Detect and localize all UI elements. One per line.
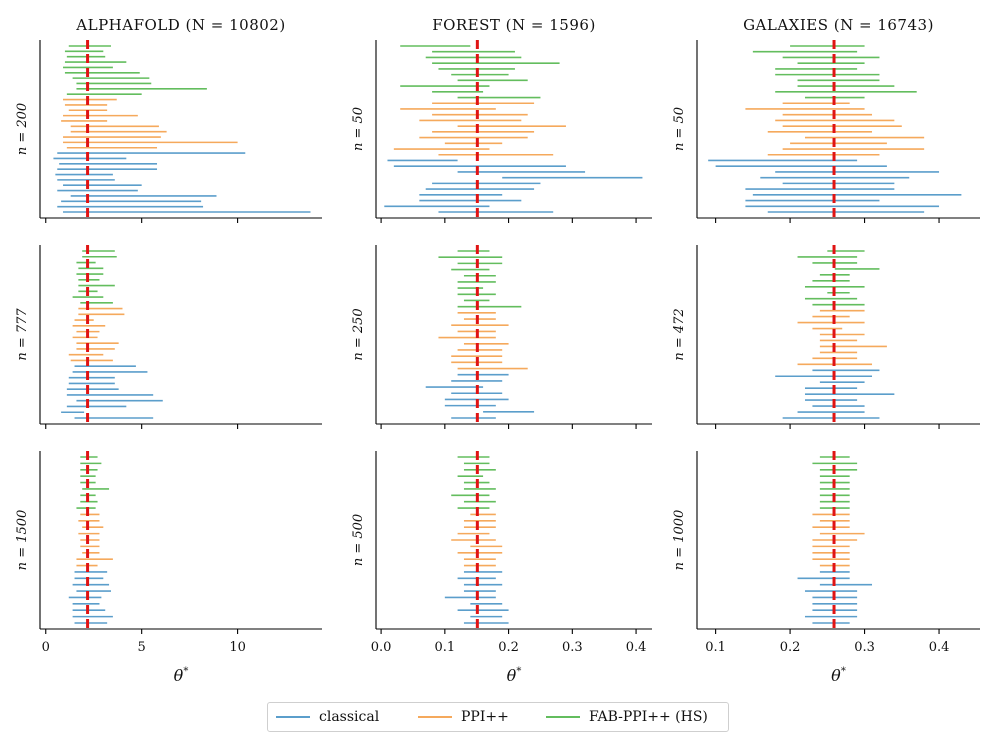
legend-swatch-ppi: [418, 716, 452, 718]
panel-0-2-x-tick-label-1: 5: [138, 640, 146, 655]
panel-0-2-x-tick-label-2: 10: [229, 640, 246, 655]
panel-0-2-x-axis-label: θ*: [174, 666, 189, 685]
panel-2-2-x-tick-label-3: 0.4: [929, 640, 950, 655]
legend-item-ppi: PPI++: [410, 709, 538, 725]
panel-1-2-row-label: n = 500: [351, 514, 366, 566]
panel-0-0-row-label: n = 200: [15, 103, 30, 155]
panel-1-0-title: FOREST (N = 1596): [432, 16, 596, 34]
legend-item-classical: classical: [268, 709, 410, 725]
panel-2-1-row-label: n = 472: [672, 308, 687, 360]
panel-2-2-row-label: n = 1000: [672, 510, 687, 571]
panel-0-2-row-label: n = 1500: [15, 510, 30, 571]
legend-item-fab-ppi: FAB-PPI++ (HS): [538, 709, 708, 725]
chart-legend: classical PPI++ FAB-PPI++ (HS): [267, 702, 729, 732]
legend-label-classical: classical: [319, 709, 380, 725]
legend-swatch-fab-ppi: [546, 716, 580, 718]
panel-1-2-x-axis-label: θ*: [507, 666, 522, 685]
panel-1-2-x-tick-label-0: 0.0: [371, 640, 392, 655]
panel-1-1-row-label: n = 250: [351, 308, 366, 360]
legend-label-ppi: PPI++: [461, 709, 509, 725]
panel-2-2-x-tick-label-0: 0.1: [705, 640, 726, 655]
panel-2-2-x-axis-label: θ*: [831, 666, 846, 685]
panel-1-0-row-label: n = 50: [351, 107, 366, 151]
panel-1-2-x-tick-label-4: 0.4: [626, 640, 647, 655]
interval-chart-figure: n = 200 ALPHAFOLD (N = 10802) n = 777 0 5 10 n…: [15, 16, 980, 685]
panel-2-0-title: GALAXIES (N = 16743): [743, 16, 934, 34]
panel-2-2-x-tick-label-1: 0.2: [780, 640, 801, 655]
panel-1-2-x-tick-label-3: 0.3: [562, 640, 583, 655]
legend-label-fab-ppi: FAB-PPI++ (HS): [589, 709, 708, 725]
panel-2-2-x-tick-label-2: 0.3: [854, 640, 875, 655]
panel-2-0-row-label: n = 50: [672, 107, 687, 151]
panel-0-0-title: ALPHAFOLD (N = 10802): [75, 16, 285, 34]
panel-1-2-x-tick-label-2: 0.2: [498, 640, 519, 655]
panel-1-2-x-tick-label-1: 0.1: [434, 640, 455, 655]
legend-swatch-classical: [276, 716, 310, 718]
panel-0-2-x-tick-label-0: 0: [42, 640, 50, 655]
panel-0-1-row-label: n = 777: [15, 308, 30, 361]
